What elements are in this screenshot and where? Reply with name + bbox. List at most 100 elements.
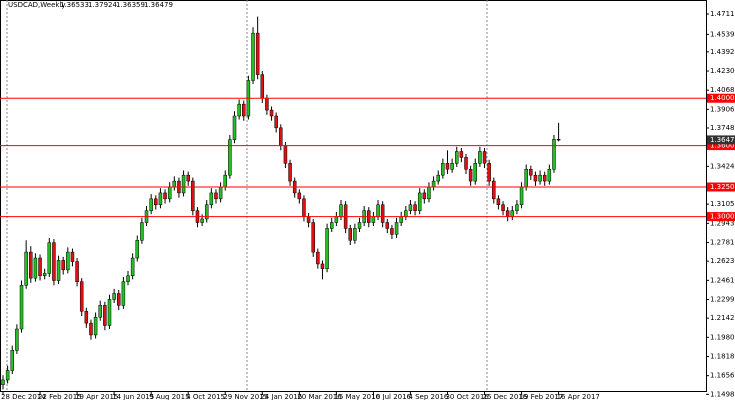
y-tick-label: 1.29430 [710,219,735,227]
candle-body [84,311,89,324]
candle-body [556,139,561,141]
candle-body [89,322,93,336]
candle-body [496,198,501,206]
candle-body [167,186,172,200]
candle-body [1,379,5,385]
candle-body [371,216,376,223]
candle-body [473,163,478,182]
x-tick-label: 29 Nov 2015 [223,393,268,400]
candle-body [186,174,190,182]
x-tick-label: 22 Feb 2015 [38,393,82,400]
candle-body [376,204,380,217]
level-label: 1.30000 [710,213,735,221]
candle-body [353,228,357,241]
y-tick-label: 1.45395 [710,30,735,38]
candle-body [329,222,334,229]
y-tick-label: 1.37485 [710,124,735,132]
candle-body [149,198,153,211]
y-tick-label: 1.19800 [710,333,735,341]
candle-body [385,222,390,229]
candle-body [103,305,107,326]
candle-body [274,115,278,129]
current-price-box [707,135,735,145]
x-tick-label: 10 Jul 2016 [371,393,411,400]
y-tick-label: 1.43920 [710,48,735,56]
candle-body [404,210,408,217]
x-tick-label: 30 Oct 2016 [445,393,489,400]
candle-body [459,151,464,158]
candle-body [75,261,79,282]
plot-frame [0,0,707,392]
x-tick-label: 20 Mar 2016 [297,393,342,400]
candle-body [33,257,38,279]
y-tick-label: 1.31050 [710,200,735,208]
x-tick-label: 25 Dec 2016 [483,393,528,400]
y-tick-label: 1.40680 [710,86,735,94]
level-label-box [707,141,735,151]
y-tick-label: 1.18180 [710,352,735,360]
candle-body [204,204,209,220]
candle-body [112,293,116,300]
x-tick-label: 16 Apr 2017 [557,393,600,400]
candle-body [348,228,352,241]
candle-body [126,275,130,282]
candle-body [492,180,496,200]
candle-body [200,218,204,223]
y-tick-label: 1.39060 [710,105,735,113]
y-tick-label: 1.27810 [710,239,735,247]
level-label: 1.32500 [710,183,735,191]
candle-body [445,163,450,170]
y-tick-label: 1.47115 [710,10,735,18]
candle-body [542,174,547,182]
candle-body [61,260,65,271]
candle-body [454,151,459,164]
candle-body [15,328,19,351]
candle-body [29,251,33,279]
candle-body [417,192,422,211]
y-tick-label: 1.42300 [710,67,735,75]
candle-body [181,174,186,194]
candle-body [237,103,241,117]
ohlc-low: 1.36359 [116,1,145,9]
candle-body [228,139,232,176]
candle-body [524,169,528,188]
candle-body [529,169,533,176]
candle-body [413,204,417,211]
candle-body [218,186,223,200]
candle-body [24,251,28,286]
y-tick-label: 1.26235 [710,257,735,265]
candle-body [130,257,135,277]
candle-body [223,174,227,188]
candle-body [334,216,339,223]
candle-body [10,350,15,371]
level-label-box [707,182,735,192]
x-tick-label: 9 Aug 2015 [149,393,189,400]
candle-body [515,204,519,211]
ohlc-close: 1.36479 [144,1,173,9]
candle-body [478,151,482,164]
candle-body [79,281,84,312]
candle-body [242,103,246,117]
candle-body [533,174,538,182]
candle-body [47,242,52,274]
candle-body [436,174,440,182]
candle-body [431,180,436,188]
y-tick-label: 1.22995 [710,296,735,304]
candle-body [209,192,214,206]
candle-body [552,139,556,170]
level-label-box [707,93,735,103]
y-tick-label: 1.34245 [710,162,735,170]
candle-body [107,299,112,326]
candle-body [135,240,140,259]
candle-body [158,192,163,206]
candle-body [450,163,454,170]
candle-body [260,74,265,99]
candle-body [505,210,510,217]
candle-body [93,316,98,336]
candle-body [121,281,126,306]
candle-body [42,273,47,277]
candle-body [408,204,413,211]
x-tick-label: 24 Jan 2016 [260,393,303,400]
candle-body [468,169,473,182]
